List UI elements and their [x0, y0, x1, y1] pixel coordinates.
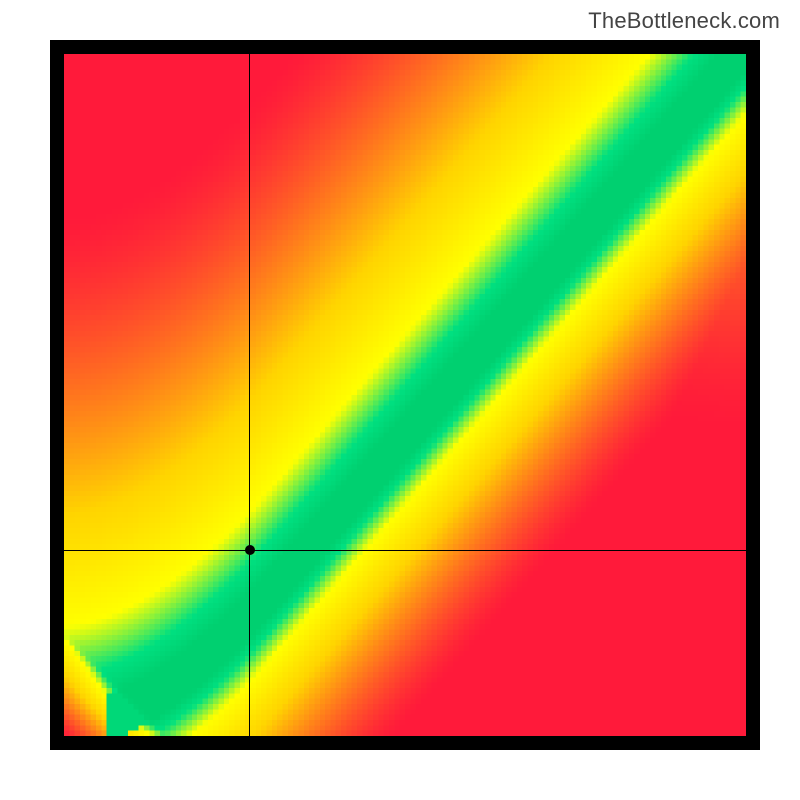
heatmap-plot	[50, 40, 760, 750]
crosshair-vertical	[249, 54, 250, 736]
marker-dot	[245, 545, 255, 555]
watermark-text: TheBottleneck.com	[588, 8, 780, 34]
crosshair-horizontal	[64, 550, 746, 551]
heatmap-canvas	[64, 54, 746, 736]
stage: TheBottleneck.com	[0, 0, 800, 800]
